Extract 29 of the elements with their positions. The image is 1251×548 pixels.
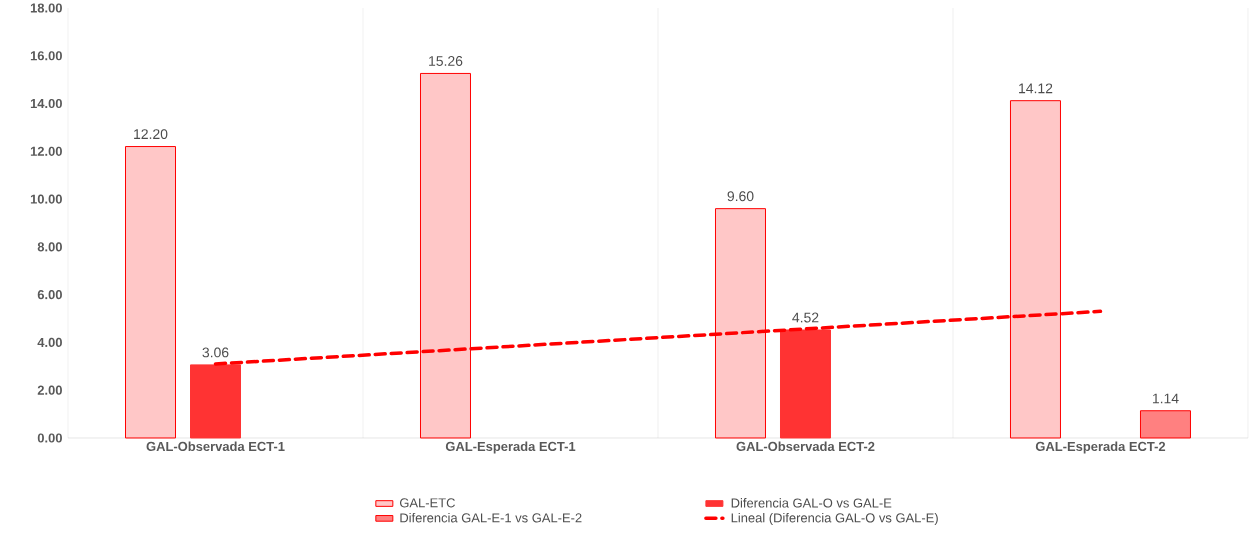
data-label: 12.20 <box>134 129 168 140</box>
y-tick-label: 2.00 <box>37 385 62 395</box>
y-tick-label: 0.00 <box>37 433 62 443</box>
data-label: 9.60 <box>727 191 754 202</box>
y-tick-label: 10.00 <box>30 194 62 204</box>
data-label: 1.14 <box>1152 393 1179 404</box>
data-label: 4.52 <box>792 312 819 323</box>
x-tick-label: GAL-Esperada ECT-2 <box>1035 441 1166 454</box>
legend-label: Diferencia GAL-E-1 vs GAL-E-2 <box>400 512 582 523</box>
x-tick-label: GAL-Observada ECT-1 <box>146 441 285 452</box>
data-label: 14.12 <box>1019 83 1053 94</box>
bar <box>125 146 177 439</box>
data-label: 15.26 <box>429 56 463 66</box>
y-tick-label: 16.00 <box>30 51 62 61</box>
bar <box>1139 410 1191 439</box>
y-tick-label: 18.00 <box>30 3 62 13</box>
y-tick-label: 6.00 <box>37 290 62 300</box>
data-label: 3.06 <box>202 347 229 358</box>
y-tick-label: 4.00 <box>37 337 62 348</box>
x-tick-label: GAL-Observada ECT-2 <box>736 441 875 452</box>
x-tick-label: GAL-Esperada ECT-1 <box>445 441 576 454</box>
legend-label: GAL-ETC <box>399 498 455 508</box>
legend-label: Diferencia GAL-O vs GAL-E <box>731 498 892 508</box>
bar <box>779 329 831 439</box>
y-tick-label: 12.00 <box>30 146 62 156</box>
y-tick-label: 8.00 <box>37 242 62 252</box>
legend-label: Lineal (Diferencia GAL-O vs GAL-E) <box>731 512 938 526</box>
y-tick-label: 14.00 <box>30 98 62 109</box>
bar <box>190 364 242 439</box>
